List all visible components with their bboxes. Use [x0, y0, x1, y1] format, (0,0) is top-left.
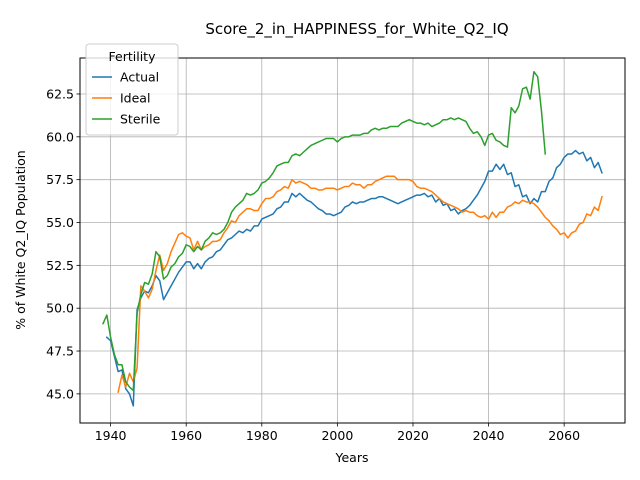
x-tick-label: 2060 — [548, 428, 580, 443]
legend-label-ideal: Ideal — [120, 91, 150, 106]
y-tick-label: 52.5 — [46, 258, 74, 273]
series-line-ideal — [117, 175, 603, 394]
y-axis-title: % of White Q2_IQ Population — [13, 150, 28, 329]
y-tick-label: 57.5 — [46, 172, 74, 187]
x-axis-ticks: 1940 1960 1980 2000 2020 2040 2060 — [95, 423, 580, 443]
x-axis-title: Years — [335, 450, 369, 465]
chart-title: Score_2_in_HAPPINESS_for_White_Q2_IQ — [205, 20, 508, 39]
plot-frame — [79, 57, 626, 424]
series-lines — [102, 70, 603, 407]
grid — [80, 58, 625, 423]
y-tick-label: 60.0 — [46, 129, 74, 144]
y-tick-label: 47.5 — [46, 344, 74, 359]
y-tick-label: 45.0 — [46, 386, 74, 401]
y-axis-ticks: 45.0 47.5 50.0 52.5 55.0 57.5 60.0 62.5 — [46, 86, 80, 401]
legend-box — [85, 43, 179, 136]
x-tick-label: 1960 — [170, 428, 202, 443]
legend-label-actual: Actual — [120, 70, 159, 85]
legend: Fertility Actual Ideal Sterile — [85, 43, 179, 136]
series-line-sterile — [102, 70, 547, 392]
x-tick-label: 1940 — [95, 428, 127, 443]
x-tick-label: 1980 — [246, 428, 278, 443]
x-tick-label: 2040 — [473, 428, 505, 443]
x-tick-label: 2020 — [397, 428, 429, 443]
legend-label-sterile: Sterile — [120, 112, 161, 127]
y-tick-label: 55.0 — [46, 215, 74, 230]
legend-title: Fertility — [109, 49, 157, 64]
x-tick-label: 2000 — [321, 428, 353, 443]
series-line-actual — [105, 149, 603, 407]
y-tick-label: 62.5 — [46, 86, 74, 101]
y-tick-label: 50.0 — [46, 301, 74, 316]
